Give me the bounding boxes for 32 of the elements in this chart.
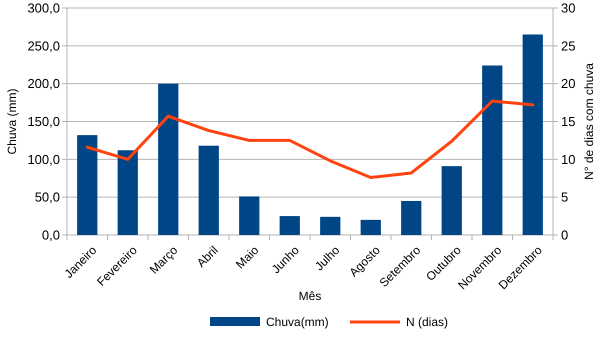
x-axis-title: Mês: [298, 289, 322, 303]
y-tick-label: 300,0: [27, 0, 60, 16]
bar: [442, 166, 462, 235]
y-tick-label: 50,0: [34, 190, 60, 205]
bar: [158, 84, 178, 235]
bar: [401, 200, 422, 235]
bar: [198, 146, 219, 235]
y-tick-label: 0,0: [42, 228, 60, 243]
y2-tick-label: 25: [561, 38, 576, 54]
y-axis-title: Chuva (mm): [5, 88, 19, 155]
y2-tick-label: 20: [561, 76, 576, 92]
y-tick-label: 150,0: [27, 114, 60, 130]
y2-tick-label: 5: [561, 190, 568, 205]
y-tick-label: 250,0: [27, 38, 60, 54]
bar: [360, 220, 381, 235]
y2-axis-title: N° de dias com chuva: [582, 62, 596, 180]
y-tick-label: 200,0: [27, 76, 60, 92]
bar: [320, 216, 340, 235]
bar: [482, 66, 502, 235]
bar: [118, 150, 138, 235]
bar: [77, 135, 98, 235]
legend-label: N (dias): [406, 315, 448, 330]
y2-tick-label: 10: [561, 152, 576, 167]
y-tick-label: 100,0: [27, 152, 60, 167]
bar: [239, 196, 260, 235]
y2-tick-label: 30: [561, 0, 576, 16]
line-series: [86, 100, 534, 179]
y2-tick-label: 15: [561, 114, 576, 130]
legend-label: Chuva(mm): [266, 315, 329, 330]
y2-tick-label: 0: [561, 228, 568, 243]
bar: [522, 34, 543, 235]
bar: [280, 216, 300, 235]
